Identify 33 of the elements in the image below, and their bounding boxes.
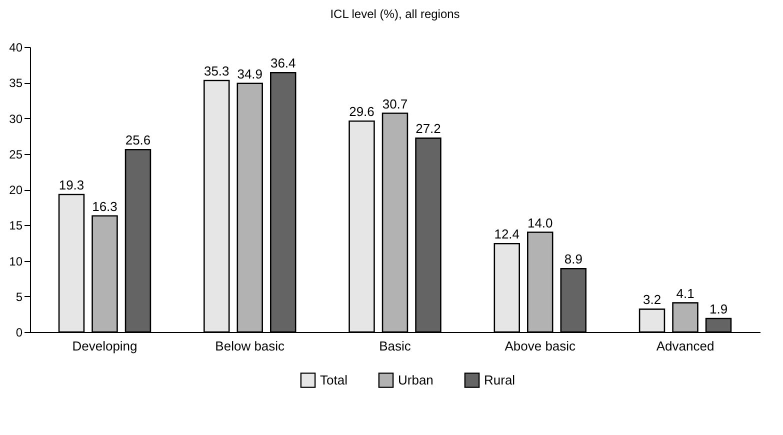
data-label: 19.3	[58, 177, 84, 192]
data-label: 34.9	[237, 66, 263, 82]
data-label: 16.3	[92, 198, 118, 214]
x-tick-label: Below basic	[215, 338, 286, 354]
data-label: 14.0	[527, 215, 553, 230]
data-label: 27.2	[416, 121, 441, 136]
y-tick-label: 40	[9, 40, 23, 54]
data-label: 36.4	[270, 56, 296, 71]
data-label: 29.6	[349, 104, 374, 120]
x-tick-label: Basic	[379, 338, 412, 354]
data-label: 8.9	[564, 252, 582, 267]
y-tick-label: 30	[9, 112, 23, 126]
y-tick-label: 10	[9, 254, 23, 268]
legend-label: Rural	[484, 372, 516, 388]
data-label: 3.2	[642, 292, 662, 308]
x-tick-label: Above basic	[504, 338, 576, 354]
data-label: 35.3	[204, 63, 230, 78]
data-label: 12.4	[494, 226, 520, 242]
y-tick-label: 15	[9, 218, 23, 233]
data-label: 30.7	[382, 96, 408, 112]
data-label: 25.6	[125, 132, 151, 148]
legend-label: Total	[320, 372, 348, 388]
y-tick-label: 0	[16, 326, 23, 340]
data-label: 1.9	[709, 301, 728, 316]
y-tick-label: 25	[9, 147, 23, 162]
chart-title: ICL level (%), all regions	[330, 7, 460, 21]
y-tick-label: 5	[16, 290, 23, 304]
data-label: 4.1	[676, 286, 694, 301]
x-tick-label: Developing	[72, 338, 138, 354]
x-tick-label: Advanced	[656, 338, 714, 354]
legend-label: Urban	[398, 372, 434, 388]
y-tick-label: 20	[9, 183, 23, 197]
y-tick-label: 35	[9, 76, 23, 90]
